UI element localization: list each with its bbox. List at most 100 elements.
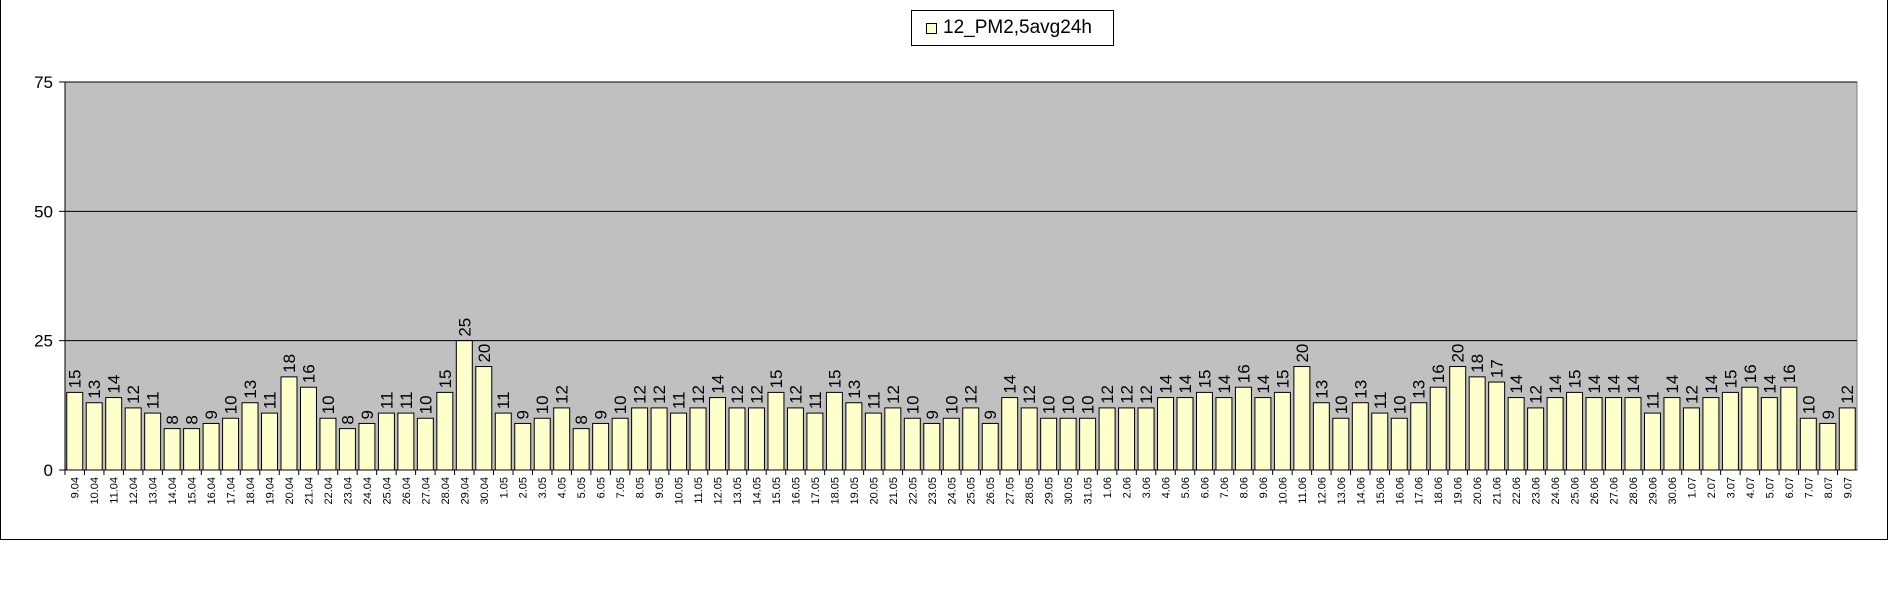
x-tick-label: 16.04 bbox=[206, 477, 218, 505]
bar bbox=[1157, 397, 1175, 471]
x-tick-label: 24.06 bbox=[1550, 477, 1562, 505]
x-tick-label: 29.06 bbox=[1647, 477, 1659, 505]
x-tick-label: 26.06 bbox=[1589, 477, 1601, 505]
bar bbox=[377, 412, 395, 471]
bar-value-label: 12 bbox=[1020, 385, 1039, 404]
bar bbox=[1838, 407, 1856, 471]
bar bbox=[1721, 391, 1739, 471]
bar bbox=[1741, 386, 1759, 471]
bar-value-label: 12 bbox=[1527, 385, 1546, 404]
x-tick-label: 27.06 bbox=[1609, 477, 1621, 505]
bar-value-label: 10 bbox=[611, 395, 630, 414]
bar bbox=[1546, 397, 1564, 471]
bar bbox=[631, 407, 649, 471]
bar bbox=[728, 407, 746, 471]
bar bbox=[397, 412, 415, 471]
bar-value-label: 15 bbox=[66, 369, 85, 388]
x-tick-label: 2.07 bbox=[1706, 477, 1718, 498]
bars-series-1 bbox=[66, 340, 1856, 471]
bar bbox=[1040, 417, 1058, 471]
bar-value-label: 10 bbox=[1332, 395, 1351, 414]
bar-value-label: 12 bbox=[884, 385, 903, 404]
bar-value-label: 8 bbox=[183, 415, 202, 424]
bar-value-label: 9 bbox=[358, 410, 377, 419]
x-tick-label: 14.04 bbox=[167, 477, 179, 505]
bar-value-label: 12 bbox=[650, 385, 669, 404]
bar bbox=[1390, 417, 1408, 471]
bar bbox=[1585, 397, 1603, 471]
bar bbox=[1273, 391, 1291, 471]
bar-value-label: 12 bbox=[962, 385, 981, 404]
x-tick-label: 4.07 bbox=[1745, 477, 1757, 498]
bar bbox=[1682, 407, 1700, 471]
bar bbox=[689, 407, 707, 471]
x-tick-label: 1.07 bbox=[1686, 477, 1698, 498]
legend: 12_PM2,5avg24h bbox=[911, 10, 1114, 46]
x-tick-label: 30.04 bbox=[479, 477, 491, 505]
bar bbox=[338, 428, 356, 471]
bar-value-label: 18 bbox=[1468, 354, 1487, 373]
x-tick-label: 31.05 bbox=[1083, 477, 1095, 505]
bar bbox=[1351, 402, 1369, 471]
bar-value-label: 11 bbox=[377, 391, 396, 409]
x-tick-label: 3.06 bbox=[1141, 477, 1153, 498]
bar bbox=[553, 407, 571, 471]
x-tick-label: 7.07 bbox=[1803, 477, 1815, 498]
x-tick-label: 8.07 bbox=[1823, 477, 1835, 498]
bar-value-label: 13 bbox=[241, 380, 260, 399]
x-tick-label: 25.05 bbox=[966, 477, 978, 505]
bar bbox=[1098, 407, 1116, 471]
bar bbox=[1566, 391, 1584, 471]
bar-value-label: 14 bbox=[105, 375, 124, 394]
gridlines bbox=[65, 81, 1857, 342]
x-tick-label: 15.06 bbox=[1375, 477, 1387, 505]
x-axis: 9.04 10.04 11.04 12.04 13.04 14.04 15.04 16.04 1… bbox=[64, 469, 1857, 505]
bar-value-label: 12 bbox=[728, 385, 747, 404]
x-tick-label: 12.04 bbox=[128, 477, 140, 505]
bar bbox=[981, 422, 999, 471]
bar-value-label: 15 bbox=[1566, 369, 1585, 388]
bar-value-label: 12 bbox=[553, 385, 572, 404]
bar bbox=[1643, 412, 1661, 471]
bar bbox=[280, 376, 298, 471]
bar bbox=[241, 402, 259, 471]
bar bbox=[845, 402, 863, 471]
x-tick-label: 20.05 bbox=[868, 477, 880, 505]
x-tick-label: 13.06 bbox=[1336, 477, 1348, 505]
x-tick-label: 2.05 bbox=[518, 477, 530, 498]
bar-value-label: 13 bbox=[1351, 380, 1370, 399]
bar-value-label: 14 bbox=[1605, 375, 1624, 394]
bar-value-label: 9 bbox=[202, 410, 221, 419]
bar bbox=[1118, 407, 1136, 471]
x-tick-label: 10.06 bbox=[1277, 477, 1289, 505]
x-tick-label: 26.05 bbox=[985, 477, 997, 505]
bar bbox=[592, 422, 610, 471]
bar bbox=[1468, 376, 1486, 471]
bar bbox=[767, 391, 785, 471]
x-tick-label: 17.04 bbox=[226, 477, 238, 505]
bar-value-label: 20 bbox=[1449, 344, 1468, 363]
bar bbox=[222, 417, 240, 471]
bar bbox=[1312, 402, 1330, 471]
bar-value-label: 11 bbox=[806, 391, 825, 409]
x-tick-label: 9.05 bbox=[654, 477, 666, 498]
bar bbox=[1332, 417, 1350, 471]
bar-value-label: 12 bbox=[631, 385, 650, 404]
bar-value-label: 20 bbox=[1293, 344, 1312, 363]
bar bbox=[1254, 397, 1272, 471]
x-tick-label: 3.07 bbox=[1725, 477, 1737, 498]
x-tick-label: 17.05 bbox=[810, 477, 822, 505]
x-tick-label: 1.06 bbox=[1102, 477, 1114, 498]
x-tick-label: 25.06 bbox=[1570, 477, 1582, 505]
bar bbox=[358, 422, 376, 471]
x-tick-label: 6.05 bbox=[596, 477, 608, 498]
bar bbox=[1799, 417, 1817, 471]
x-tick-label: 8.06 bbox=[1238, 477, 1250, 498]
bar bbox=[1137, 407, 1155, 471]
bar bbox=[923, 422, 941, 471]
bar bbox=[436, 391, 454, 471]
x-tick-label: 6.06 bbox=[1199, 477, 1211, 498]
x-tick-label: 7.05 bbox=[615, 477, 627, 498]
bar bbox=[903, 417, 921, 471]
